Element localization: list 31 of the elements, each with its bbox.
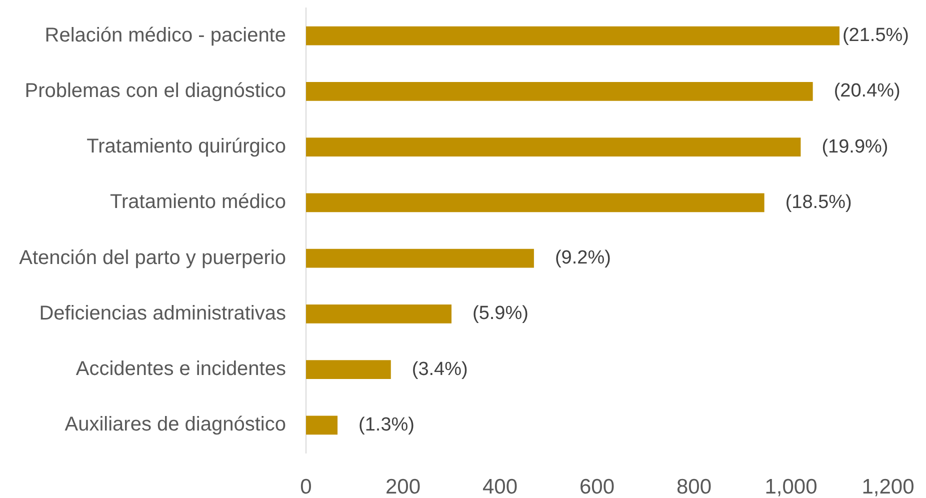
y-tick-label: Accidentes e incidentes — [76, 358, 286, 380]
bar — [306, 82, 813, 101]
bar — [306, 360, 391, 380]
x-tick-label: 1,000 — [764, 475, 818, 498]
bar — [306, 416, 338, 435]
bar — [306, 248, 534, 268]
annotation: (5.9%) — [472, 303, 528, 324]
x-tick-label: 0 — [300, 475, 312, 498]
bar — [306, 26, 840, 46]
annotation: (3.4%) — [412, 358, 468, 380]
bar — [306, 304, 452, 324]
annotation: (20.4%) — [834, 80, 900, 102]
x-tick-label: 200 — [385, 475, 421, 498]
y-tick-label: Auxiliares de diagnóstico — [64, 414, 286, 436]
annotation: (19.9%) — [822, 136, 888, 158]
y-tick-label: Deficiencias administrativas — [39, 302, 286, 324]
bar — [306, 138, 801, 157]
y-tick-label: Tratamiento quirúrgico — [86, 136, 286, 158]
annotation: (1.3%) — [358, 414, 414, 436]
y-tick-label: Atención del parto y puerperio — [19, 246, 286, 269]
x-tick-label: 800 — [676, 475, 712, 498]
annotation: (21.5%) — [842, 25, 910, 46]
y-tick-label: Tratamiento médico — [110, 191, 286, 214]
x-tick-label: 600 — [579, 475, 615, 498]
y-tick-label: Relación médico - paciente — [44, 24, 286, 46]
annotation: (18.5%) — [785, 192, 852, 213]
bar — [306, 193, 764, 212]
x-tick-label: 1,200 — [862, 475, 914, 498]
x-tick-label: 400 — [482, 475, 518, 498]
annotation: (9.2%) — [554, 248, 611, 269]
y-tick-label: Problemas con el diagnóstico — [24, 80, 286, 102]
